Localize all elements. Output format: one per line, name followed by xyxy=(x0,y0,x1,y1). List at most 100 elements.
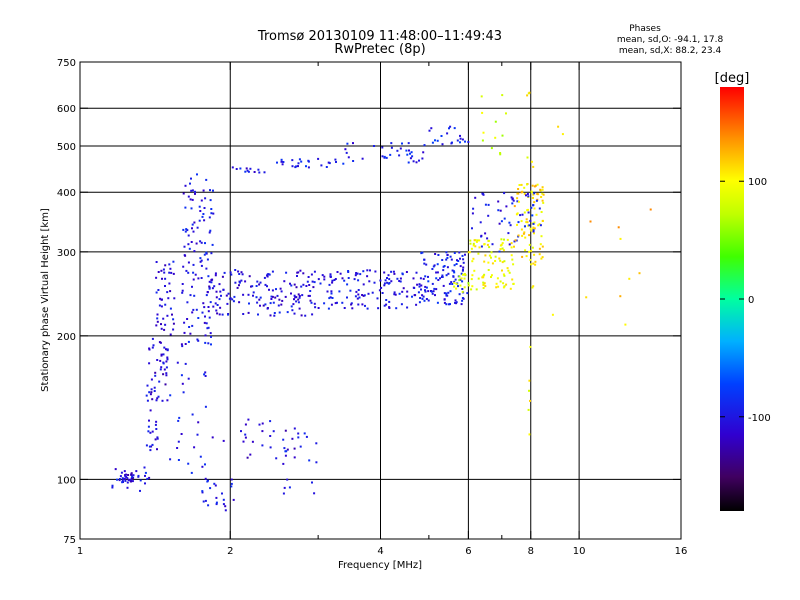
data-point xyxy=(445,251,448,254)
data-point xyxy=(343,307,346,309)
data-point xyxy=(197,317,200,319)
data-point xyxy=(146,384,149,387)
data-point xyxy=(206,327,209,330)
data-point xyxy=(526,94,529,97)
data-point xyxy=(427,290,430,293)
data-point xyxy=(187,243,190,246)
data-point xyxy=(494,120,497,123)
data-point xyxy=(151,398,154,401)
data-point xyxy=(418,159,420,162)
data-point xyxy=(162,373,165,376)
data-point xyxy=(483,273,486,276)
data-point xyxy=(183,321,186,324)
data-point xyxy=(351,307,354,310)
data-point xyxy=(416,283,419,286)
data-point xyxy=(279,287,282,290)
data-point xyxy=(347,270,350,272)
data-point xyxy=(214,272,217,275)
data-point xyxy=(166,399,169,402)
data-point xyxy=(464,253,466,256)
data-point xyxy=(125,476,128,478)
data-point xyxy=(238,301,241,304)
data-point xyxy=(441,259,444,261)
data-point xyxy=(147,430,150,433)
data-point xyxy=(405,149,408,152)
data-point xyxy=(449,303,451,306)
data-point xyxy=(124,474,127,477)
y-tick-label: 750 xyxy=(57,58,76,69)
data-point xyxy=(156,448,158,451)
data-point xyxy=(126,486,129,489)
data-point xyxy=(484,203,487,206)
data-point xyxy=(352,142,354,145)
data-point xyxy=(162,317,165,320)
data-point xyxy=(495,282,498,285)
data-point xyxy=(252,291,255,294)
data-point xyxy=(213,285,216,288)
data-point xyxy=(334,302,337,305)
data-point xyxy=(244,280,247,283)
data-point xyxy=(236,286,239,289)
data-point xyxy=(187,261,190,264)
data-point xyxy=(326,290,329,293)
data-point xyxy=(423,299,426,302)
data-point xyxy=(534,184,537,187)
data-point xyxy=(297,165,299,168)
data-point xyxy=(148,476,151,479)
data-point xyxy=(208,286,211,289)
data-point xyxy=(212,189,214,192)
data-point xyxy=(307,294,310,297)
data-point xyxy=(152,344,155,347)
data-point xyxy=(191,223,194,226)
data-point xyxy=(276,161,278,164)
data-point xyxy=(527,208,529,211)
data-point xyxy=(148,348,151,351)
data-point xyxy=(280,158,283,161)
data-point xyxy=(271,270,274,273)
data-point xyxy=(490,256,492,259)
data-point xyxy=(225,294,228,297)
data-point xyxy=(191,285,193,288)
data-point xyxy=(371,291,374,294)
data-point xyxy=(261,430,264,433)
data-point xyxy=(207,306,210,308)
data-point xyxy=(197,277,200,280)
data-point xyxy=(427,299,430,302)
data-point xyxy=(297,301,300,304)
data-point xyxy=(524,225,526,228)
data-point xyxy=(406,295,409,298)
data-point xyxy=(524,236,527,239)
data-point xyxy=(387,274,390,277)
data-point xyxy=(283,447,286,450)
data-point xyxy=(421,157,424,160)
data-point xyxy=(126,481,129,484)
data-point xyxy=(192,230,195,233)
data-point xyxy=(469,239,472,242)
data-point xyxy=(317,278,320,281)
data-point xyxy=(158,304,161,307)
data-point xyxy=(499,209,502,212)
data-point xyxy=(481,139,484,142)
data-point xyxy=(447,272,450,275)
data-point xyxy=(323,302,326,305)
data-point xyxy=(221,275,224,278)
data-point xyxy=(467,284,470,287)
data-point xyxy=(173,297,176,300)
data-point xyxy=(118,478,121,480)
data-point xyxy=(320,164,323,167)
data-point xyxy=(162,353,165,356)
data-point xyxy=(154,371,157,374)
data-point xyxy=(468,251,471,254)
data-point xyxy=(509,224,512,227)
data-point xyxy=(510,254,513,257)
data-point xyxy=(331,279,334,282)
data-point xyxy=(242,313,245,315)
data-point xyxy=(452,270,455,273)
data-point xyxy=(619,237,622,240)
data-point xyxy=(146,477,149,480)
data-point xyxy=(487,261,490,264)
data-point xyxy=(199,455,202,458)
data-point xyxy=(208,231,211,234)
data-point xyxy=(398,292,401,295)
data-point xyxy=(541,245,544,248)
